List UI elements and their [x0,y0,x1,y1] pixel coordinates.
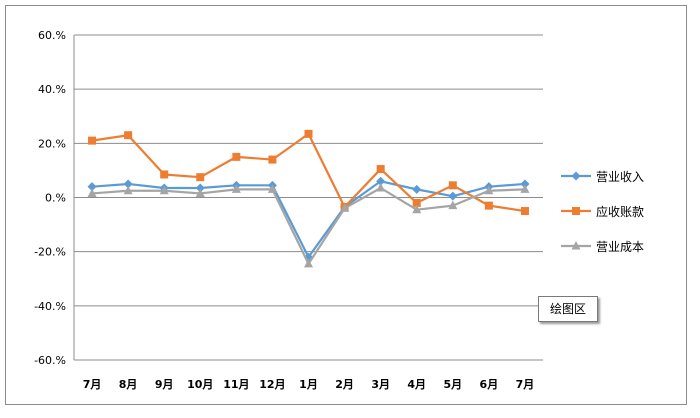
x-tick-label: 12月 [259,378,285,391]
series-0 [87,176,530,262]
y-tick-label: 40.% [38,83,66,96]
series-line [91,186,526,265]
data-point [304,258,313,268]
data-point [376,183,386,192]
data-point [376,165,385,174]
x-tick-label: 8月 [119,378,138,391]
x-tick-label: 5月 [443,378,462,391]
data-point [448,191,458,201]
data-point [304,129,313,138]
data-point [123,185,133,195]
x-tick-label: 1月 [299,378,318,391]
data-point [267,184,277,193]
legend-label: 营业收入 [596,170,644,184]
data-point [412,204,422,214]
y-tick-label: -60.% [34,354,66,367]
data-point [484,185,494,195]
y-tick-label: 0.% [45,192,66,205]
series-line [91,180,526,259]
legend-marker [572,207,580,215]
data-point [88,136,97,145]
legend-marker [571,241,581,250]
y-tick-label: 60.% [38,29,66,42]
x-tick-label: 7月 [83,378,102,391]
gridlines [74,34,543,361]
x-tick-label: 3月 [371,378,390,391]
plot-area-tooltip: 绘图区 [538,296,598,322]
data-point [448,181,457,190]
data-point [124,131,133,140]
data-point [195,188,205,197]
data-point [520,184,530,193]
axes: -60.% -40.% -20.% 0.% 20.% 40.% 60.% 7月 8月 9月 10月 1… [34,29,534,391]
series-line [91,132,526,213]
y-tick-label: -40.% [34,300,66,313]
legend-item[interactable]: 营业成本 [561,240,644,254]
data-point [232,152,241,161]
data-point [520,179,530,189]
legend-marker [571,171,581,181]
x-tick-label: 10月 [187,378,213,391]
x-tick-label: 9月 [155,378,174,391]
legend-label: 营业成本 [596,240,644,254]
data-point [376,176,386,186]
x-tick-label: 2月 [335,378,354,391]
data-point [195,183,205,193]
data-point [231,184,241,193]
data-point [123,179,133,189]
legend-item[interactable]: 应收账款 [561,204,644,219]
data-point [340,203,350,212]
series-layer [87,129,530,268]
data-point [448,200,458,210]
series-2 [87,183,530,268]
y-tick-label: -20.% [34,246,66,259]
data-point [412,184,422,194]
data-point [484,201,493,210]
x-tick-label: 11月 [223,378,249,391]
x-tick-label: 7月 [516,378,535,391]
data-point [520,207,529,216]
data-point [196,173,205,182]
x-tick-label: 4月 [407,378,426,391]
data-point [160,170,169,179]
chart-frame: -60.% -40.% -20.% 0.% 20.% 40.% 60.% 7月 8月 9月 10月 1… [5,5,687,405]
y-tick-label: 20.% [38,137,66,150]
chart-plot: -60.% -40.% -20.% 0.% 20.% 40.% 60.% 7月 8月 9月 10月 1… [34,29,644,391]
data-point [159,185,169,195]
data-point [268,155,277,164]
legend-label: 应收账款 [596,204,644,219]
data-point [87,188,97,197]
data-point [412,198,421,207]
x-tick-label: 6月 [480,378,499,391]
legend-item[interactable]: 营业收入 [561,170,644,184]
data-point [87,182,97,192]
